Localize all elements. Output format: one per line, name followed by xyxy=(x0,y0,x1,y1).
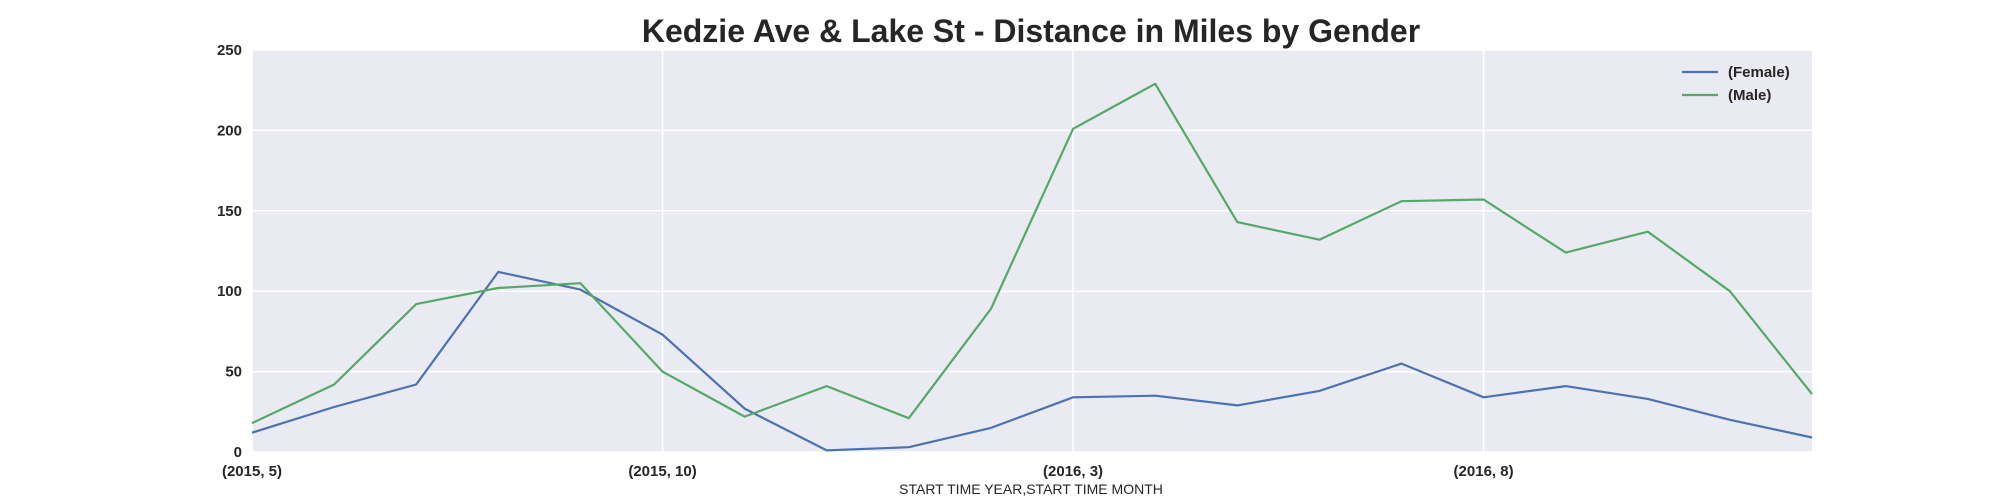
y-tick-label: 100 xyxy=(217,283,242,300)
x-axis-label: START TIME YEAR,START TIME MONTH xyxy=(899,481,1163,497)
y-tick-label: 50 xyxy=(225,364,242,381)
x-tick-label: (2016, 8) xyxy=(1454,463,1514,480)
grid-lines xyxy=(251,49,1812,453)
legend: (Female) (Male) xyxy=(1682,64,1790,104)
legend-label: (Female) xyxy=(1728,64,1790,81)
series-lines xyxy=(251,82,1813,452)
chart-title: Kedzie Ave & Lake St - Distance in Miles… xyxy=(642,13,1420,49)
y-axis-ticks: 0 50 100 150 200 250 xyxy=(217,42,242,461)
y-tick-label: 150 xyxy=(217,203,242,220)
x-tick-label: (2015, 10) xyxy=(628,463,696,480)
x-tick-label: (2015, 5) xyxy=(222,463,282,480)
y-tick-label: 0 xyxy=(234,444,242,461)
x-axis-ticks: (2015, 5) (2015, 10) (2016, 3) (2016, 8) xyxy=(222,463,1514,480)
series-line-female xyxy=(251,270,1813,452)
y-tick-label: 250 xyxy=(217,42,242,59)
y-tick-label: 200 xyxy=(217,122,242,139)
x-tick-label: (2016, 3) xyxy=(1043,463,1103,480)
series-line-male xyxy=(251,82,1813,425)
plot-area xyxy=(252,50,1812,452)
legend-label: (Male) xyxy=(1728,87,1771,104)
